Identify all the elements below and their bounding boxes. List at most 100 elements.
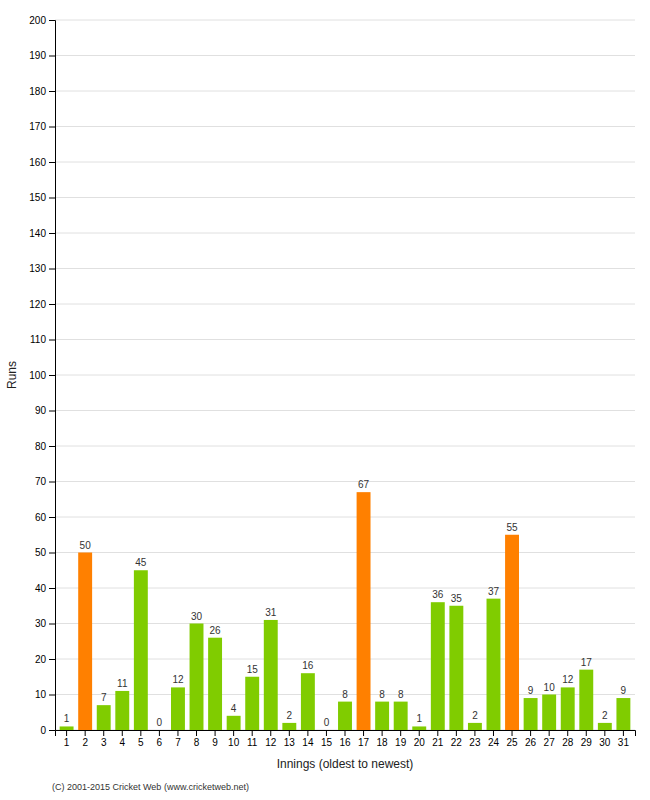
y-tick-mark [49,162,55,163]
x-tick-mark [363,730,364,736]
y-tick: 0 [40,725,55,736]
x-tick-mark [549,730,550,736]
y-tick-label: 10 [35,689,47,700]
data-label: 2 [602,710,608,721]
y-tick: 140 [29,228,55,239]
y-tick-label: 130 [29,263,46,274]
bar [97,705,111,730]
x-tick-mark [326,730,327,736]
data-label: 1 [64,713,70,724]
data-label: 45 [135,557,147,568]
bar [171,687,185,730]
y-tick-mark [49,730,55,731]
y-tick-mark [49,517,55,518]
data-label: 10 [544,682,556,693]
y-tick-mark [49,553,55,554]
grid-line [55,268,635,269]
plot: 1507114501230264153121608678813635237559… [29,15,635,748]
chart: 1507114501230264153121608678813635237559… [0,0,650,800]
x-tick: 13 [284,730,296,748]
x-tick: 3 [101,730,107,748]
y-tick: 70 [35,476,55,487]
x-tick-label: 4 [119,737,125,748]
x-tick: 27 [544,730,556,748]
grid-line [55,410,635,411]
y-tick: 190 [29,50,55,61]
bar [616,698,630,730]
y-tick-label: 170 [29,121,46,132]
grid-line [55,233,635,234]
x-tick-label: 24 [488,737,500,748]
y-axis-title: Runs [5,361,19,389]
y-tick: 20 [35,654,55,665]
y-tick-label: 70 [35,476,47,487]
x-tick-label: 13 [284,737,296,748]
x-tick-mark [289,730,290,736]
bar [598,723,612,730]
x-axis-line [56,731,636,737]
x-tick-label: 25 [506,737,518,748]
bar [78,553,92,731]
x-tick-label: 21 [432,737,444,748]
grid-line [55,517,635,518]
bar [394,702,408,730]
y-tick: 100 [29,370,55,381]
data-label: 50 [80,540,92,551]
x-tick: 14 [302,730,314,748]
y-tick-mark [49,127,55,128]
x-tick-label: 7 [175,737,181,748]
bar [487,599,501,730]
x-tick-mark [623,730,624,736]
x-tick-mark [382,730,383,736]
grid-line [55,339,635,340]
y-tick-mark [49,482,55,483]
x-tick-label: 9 [212,737,218,748]
bars [60,492,631,730]
bar [245,677,259,730]
data-label: 67 [358,479,370,490]
y-tick-label: 160 [29,157,46,168]
data-label: 2 [472,710,478,721]
y-tick-label: 30 [35,618,47,629]
x-tick-label: 15 [321,737,333,748]
y-tick: 40 [35,583,55,594]
data-label: 11 [117,678,128,689]
data-label: 9 [621,685,627,696]
x-tick-mark [512,730,513,736]
x-tick-mark [400,730,401,736]
bar [338,702,352,730]
grid-line [55,304,635,305]
bar [301,673,315,730]
y-tick-mark [49,375,55,376]
grid [55,20,635,730]
x-tick-label: 23 [469,737,481,748]
x-tick-label: 17 [358,737,370,748]
bar [542,695,556,731]
x-tick-mark [586,730,587,736]
x-tick-label: 27 [544,737,556,748]
bar [449,606,463,730]
data-label: 35 [451,593,463,604]
x-tick: 7 [175,730,181,748]
x-tick: 12 [265,730,277,748]
y-tick-label: 60 [35,512,47,523]
y-tick-label: 200 [29,15,46,26]
bar [412,726,426,730]
bar [60,726,74,730]
x-tick-label: 30 [599,737,611,748]
x-tick-mark [604,730,605,736]
grid-line [55,91,635,92]
bar [579,670,593,730]
x-tick-label: 6 [157,737,163,748]
x-tick-mark [177,730,178,736]
y-tick-mark [49,56,55,57]
grid-line [55,55,635,56]
bar [115,691,129,730]
x-tick-mark [233,730,234,736]
grid-line [55,126,635,127]
grid-line [55,446,635,447]
bar [227,716,241,730]
x-tick-label: 26 [525,737,537,748]
y-tick: 90 [35,405,55,416]
x-tick: 19 [395,730,407,748]
